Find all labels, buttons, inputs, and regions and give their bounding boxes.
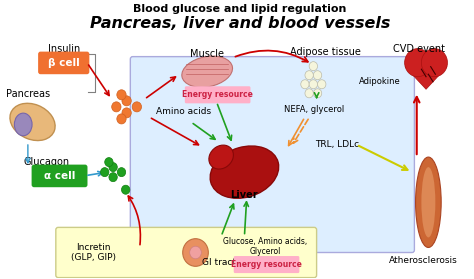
Circle shape [112,102,121,112]
Circle shape [122,108,131,118]
Circle shape [117,90,126,100]
Circle shape [117,114,126,124]
Polygon shape [405,67,447,89]
Circle shape [309,80,318,89]
Circle shape [313,89,322,98]
Text: Atherosclerosis: Atherosclerosis [389,256,458,264]
Text: Amino acids: Amino acids [156,107,211,116]
Circle shape [405,49,431,77]
Circle shape [132,102,142,112]
Text: Glucose, Amino acids,
Glycerol: Glucose, Amino acids, Glycerol [223,237,308,256]
Text: Liver: Liver [231,190,258,200]
Circle shape [305,71,313,80]
Circle shape [105,158,113,167]
Circle shape [318,80,326,89]
Ellipse shape [182,56,233,87]
Text: Muscle: Muscle [190,49,224,59]
FancyBboxPatch shape [185,86,250,103]
Text: Incretin
(GLP, GIP): Incretin (GLP, GIP) [71,243,116,262]
FancyBboxPatch shape [38,52,89,74]
Text: Energy resource: Energy resource [182,90,253,99]
Text: CVD event: CVD event [393,44,445,54]
Text: β cell: β cell [48,58,80,68]
FancyBboxPatch shape [56,227,317,278]
Text: α cell: α cell [44,171,75,181]
Ellipse shape [210,146,279,198]
Circle shape [122,96,131,106]
Circle shape [100,168,109,177]
Circle shape [117,168,126,177]
Ellipse shape [190,246,201,259]
Text: TRL, LDLc: TRL, LDLc [316,140,360,149]
FancyBboxPatch shape [234,256,300,273]
Circle shape [109,163,117,172]
Text: GI tract: GI tract [202,258,236,267]
FancyBboxPatch shape [32,165,88,187]
Text: NEFA, glycerol: NEFA, glycerol [284,105,345,114]
Text: Insulin: Insulin [47,44,80,54]
Text: Pancreas: Pancreas [6,89,50,99]
Circle shape [305,89,313,98]
FancyBboxPatch shape [130,57,414,252]
Ellipse shape [10,103,55,141]
Circle shape [109,173,117,182]
Text: Blood glucose and lipid regulation: Blood glucose and lipid regulation [133,4,346,14]
Circle shape [313,71,322,80]
Text: Pancreas, liver and blood vessels: Pancreas, liver and blood vessels [90,16,390,32]
Ellipse shape [209,145,233,169]
Text: Adipokine: Adipokine [358,77,400,86]
Circle shape [301,80,309,89]
Text: Glucagon: Glucagon [23,157,70,167]
Ellipse shape [421,167,435,237]
Ellipse shape [182,239,209,266]
Circle shape [121,185,130,194]
Circle shape [309,62,318,71]
Ellipse shape [416,157,441,247]
Ellipse shape [14,113,32,136]
Text: Adipose tissue: Adipose tissue [291,47,361,57]
Text: Energy resource: Energy resource [231,260,302,269]
Circle shape [421,49,447,77]
